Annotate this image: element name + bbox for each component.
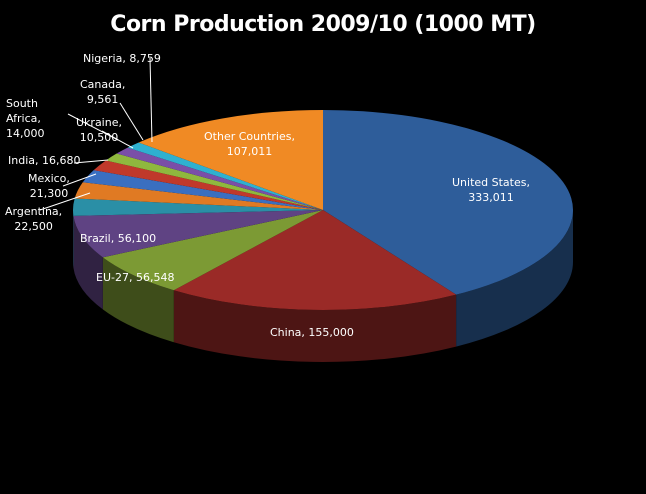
label-brazil: Brazil, 56,100 [80,232,157,245]
pie-slice-mexico [74,182,323,210]
leader-line [62,173,97,187]
pie-side-brazil [73,215,103,310]
pie-slice-argentina [73,198,324,216]
pie-slice-brazil [73,210,323,258]
pie-slice-india [82,170,324,210]
pie-slice-canada [116,147,324,210]
pie-slice-china [173,210,457,310]
label-eu27: EU-27, 56,548 [96,271,175,284]
chart-title: Corn Production 2009/10 (1000 MT) [110,12,536,37]
pie-slice-south-africa [93,160,324,210]
pie-slice-nigeria [127,142,323,210]
pie-side-eu-27 [102,257,174,343]
label-china: China, 155,000 [270,326,354,339]
label-other-countries: Other Countries, 107,011 [204,130,295,158]
label-ukraine: Ukraine, 10,500 [76,116,122,144]
leader-line [149,57,153,143]
pie-side-china [173,290,457,362]
label-india: India, 16,680 [8,154,81,167]
pie-slice-united-states [323,110,574,295]
pie-slice-other-countries [138,110,323,210]
label-mexico: Mexico, 21,300 [28,172,70,200]
label-south-africa: South Africa, 14,000 [6,97,45,140]
label-united-states: United States, 333,011 [452,176,530,204]
label-nigeria: Nigeria, 8,759 [83,52,161,65]
pie-side-united-states [456,210,573,347]
pie-slice-eu-27 [102,210,323,291]
leader-line [39,192,91,211]
pie-slice-ukraine [105,153,324,210]
leader-line [67,113,119,141]
label-canada: Canada, 9,561 [80,78,126,106]
leader-line [119,102,144,141]
leader-line [73,159,109,164]
label-argentina: Argentina, 22,500 [5,205,63,233]
